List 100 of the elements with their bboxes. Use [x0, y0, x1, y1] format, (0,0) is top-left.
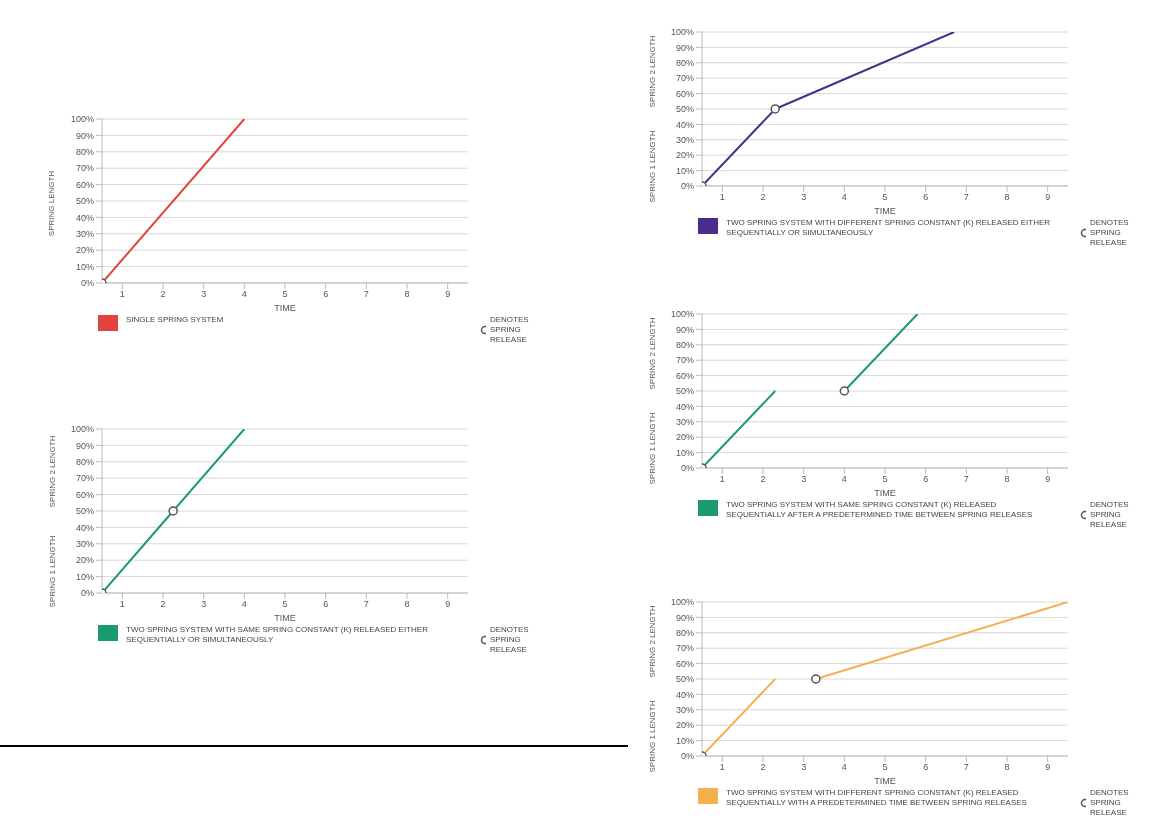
x-tick-label: 9	[1045, 192, 1051, 203]
y-tick-label: 0%	[680, 751, 694, 762]
y-tick-label: 70%	[75, 473, 94, 484]
y-tick-label: 90%	[675, 42, 694, 53]
x-tick-label: 8	[1004, 192, 1010, 203]
y-tick-label: 100%	[670, 309, 694, 320]
y-tick-label: 10%	[75, 261, 94, 272]
y-tick-label: 100%	[670, 597, 694, 608]
y-tick-label: 90%	[675, 324, 694, 335]
x-tick-label: 6	[323, 289, 329, 300]
y-axis-title: SPRING 1 LENGTH	[647, 700, 657, 773]
legend-label: TWO SPRING SYSTEM WITH DIFFERENT SPRING CONSTANT (K) RELEASED SEQUENTIALLY WITH A PREDETERMINED TIME BETWEEN SPRING RELEASES	[726, 788, 1028, 808]
y-tick-label: 80%	[75, 456, 94, 467]
y-tick-label: 20%	[75, 555, 94, 566]
y-tick-label: 70%	[675, 643, 694, 654]
y-tick-label: 60%	[675, 88, 694, 99]
y-tick-label: 90%	[75, 130, 94, 141]
x-tick-label: 2	[160, 289, 166, 300]
x-tick-label: 8	[1004, 762, 1010, 773]
y-tick-label: 20%	[675, 150, 694, 161]
text: SPRING 2 LENGTH	[47, 434, 57, 508]
x-tick-label: 5	[882, 762, 888, 773]
x-tick-label: 9	[445, 289, 451, 300]
x-tick-label: 9	[1045, 762, 1051, 773]
y-tick-label: 0%	[80, 588, 94, 599]
x-tick-label: 5	[882, 474, 888, 485]
x-tick-label: 3	[801, 474, 807, 485]
x-tick-label: 8	[404, 289, 410, 300]
x-tick-label: 3	[201, 289, 207, 300]
text: SPRING 2 LENGTH	[647, 317, 657, 390]
text: SPRING 2 LENGTH	[647, 605, 657, 678]
y-tick-label: 30%	[675, 134, 694, 145]
x-tick-label: 3	[801, 762, 807, 773]
y-tick-label: 100%	[670, 27, 694, 38]
y-tick-label: 60%	[675, 370, 694, 381]
y-tick-label: 20%	[75, 245, 94, 256]
x-tick-label: 5	[282, 599, 288, 610]
y-tick-label: 30%	[675, 704, 694, 715]
x-tick-label: 1	[719, 474, 725, 485]
y-tick-label: 10%	[675, 735, 694, 746]
y-tick-label: 80%	[675, 57, 694, 68]
x-tick-label: 1	[719, 762, 725, 773]
y-tick-label: 10%	[675, 165, 694, 176]
y-tick-label: 50%	[675, 386, 694, 397]
y-tick-label: 40%	[675, 119, 694, 130]
y-tick-label: 60%	[75, 489, 94, 500]
y-tick-label: 70%	[675, 73, 694, 84]
y-tick-label: 90%	[675, 612, 694, 623]
x-tick-label: 4	[241, 599, 247, 610]
x-tick-label: 6	[923, 192, 929, 203]
x-tick-label: 2	[760, 192, 766, 203]
x-tick-label: 2	[760, 762, 766, 773]
y-tick-label: 80%	[75, 146, 94, 157]
x-axis-title: TIME	[874, 206, 896, 216]
y-tick-label: 40%	[675, 401, 694, 412]
y-tick-label: 60%	[675, 658, 694, 669]
x-tick-label: 8	[1004, 474, 1010, 485]
x-tick-label: 4	[841, 762, 847, 773]
y-tick-label: 50%	[75, 196, 94, 207]
y-tick-label: 0%	[680, 181, 694, 192]
legend-label: DENOTES SPRING RELEASE	[489, 315, 530, 345]
legend-label: SINGLE SPRING SYSTEM	[126, 315, 224, 325]
x-tick-label: 7	[363, 289, 369, 300]
x-tick-label: 7	[963, 762, 969, 773]
legend-label: TWO SPRING SYSTEM WITH DIFFERENT SPRING CONSTANT (K) RELEASED EITHER SEQUENTIALLY OR SIMULTANEOUSLY	[726, 218, 1052, 238]
y-tick-label: 40%	[675, 689, 694, 700]
legend-label: TWO SPRING SYSTEM WITH SAME SPRING CONSTANT (K) RELEASED EITHER SEQUENTIALLY OR SIMULTANEOUSLY	[126, 625, 429, 645]
y-tick-label: 70%	[75, 163, 94, 174]
x-tick-label: 6	[923, 762, 929, 773]
y-tick-label: 10%	[75, 571, 94, 582]
x-tick-label: 4	[841, 192, 847, 203]
legend-label: DENOTES SPRING RELEASE	[1089, 788, 1130, 818]
x-tick-label: 7	[963, 474, 969, 485]
x-tick-label: 5	[882, 192, 888, 203]
y-tick-label: 40%	[75, 212, 94, 223]
x-tick-label: 1	[119, 599, 125, 610]
x-axis-title: TIME	[274, 613, 296, 623]
x-tick-label: 8	[404, 599, 410, 610]
x-axis-title: TIME	[874, 776, 896, 786]
y-tick-label: 80%	[675, 627, 694, 638]
text: SPRING 2 LENGTH	[647, 35, 657, 108]
x-axis-title: TIME	[874, 488, 896, 498]
x-tick-label: 7	[363, 599, 369, 610]
y-tick-label: 50%	[75, 506, 94, 517]
y-tick-label: 40%	[75, 522, 94, 533]
y-tick-label: 70%	[675, 355, 694, 366]
y-tick-label: 90%	[75, 440, 94, 451]
x-tick-label: 2	[160, 599, 166, 610]
x-tick-label: 6	[323, 599, 329, 610]
x-tick-label: 5	[282, 289, 288, 300]
x-tick-label: 7	[963, 192, 969, 203]
x-tick-label: 3	[201, 599, 207, 610]
y-axis-title: SPRING LENGTH	[47, 170, 57, 236]
x-tick-label: 6	[923, 474, 929, 485]
y-axis-title: SPRING 1 LENGTH	[647, 130, 657, 203]
y-tick-label: 60%	[75, 179, 94, 190]
y-tick-label: 80%	[675, 339, 694, 350]
y-tick-label: 50%	[675, 674, 694, 685]
x-tick-label: 9	[1045, 474, 1051, 485]
y-tick-label: 50%	[675, 104, 694, 115]
